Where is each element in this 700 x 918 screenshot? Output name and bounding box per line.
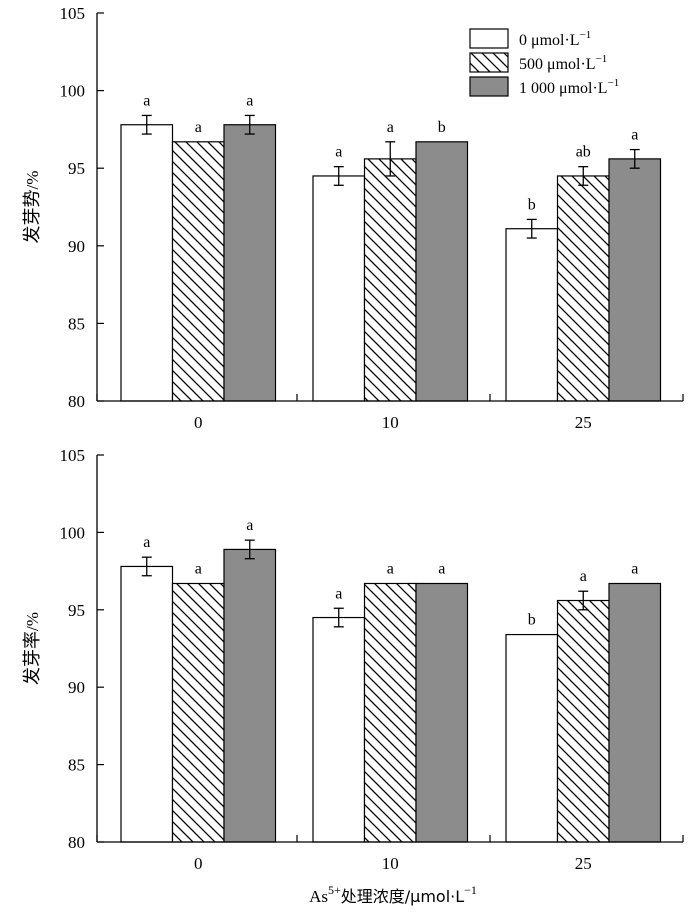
bar-white-0 (120, 565, 174, 843)
legend-entry-name: 1 000 μmol·L (519, 80, 608, 97)
y-tick-label: 85 (68, 756, 85, 775)
bar-gray-10 (415, 141, 469, 402)
y-tick-label: 80 (68, 833, 85, 852)
bar-white-10 (312, 175, 366, 402)
legend-entry-sup: −1 (608, 77, 620, 89)
legend-entry: 1 000 μmol·L−1 (519, 77, 619, 97)
legend-entry-name: 0 μmol·L (519, 32, 580, 49)
x-tick-label: 25 (575, 854, 592, 873)
y-axis-title: 发芽率/% (22, 612, 43, 685)
significance-label: a (195, 119, 202, 136)
y-tick-label: 80 (68, 392, 85, 411)
y-tick-label: 90 (68, 237, 85, 256)
bar-gray-25 (608, 582, 662, 843)
x-tick-label: 10 (382, 413, 399, 432)
y-tick-label: 90 (68, 678, 85, 697)
significance-label: a (246, 517, 253, 534)
bar-hatch-25 (556, 175, 610, 402)
bar-white-0 (120, 124, 174, 402)
y-tick-label: 105 (60, 446, 86, 465)
bar-white-25 (505, 228, 559, 402)
significance-label: a (335, 585, 342, 602)
x-tick-label: 10 (382, 854, 399, 873)
significance-label: a (195, 560, 202, 577)
y-tick-label: 105 (60, 4, 86, 23)
y-tick-label: 95 (68, 159, 85, 178)
y-axis-title-unit: /% (23, 171, 42, 190)
significance-label: a (387, 119, 394, 136)
significance-label: b (528, 612, 536, 629)
significance-label: a (143, 534, 150, 551)
legend-swatch-hatch (469, 52, 509, 73)
bar-white-10 (312, 616, 366, 843)
x-tick-label: 0 (194, 413, 203, 432)
x-tick-label: 25 (575, 413, 592, 432)
bar-gray-25 (608, 158, 662, 402)
bar-gray-10 (415, 582, 469, 843)
x-axis-title-sup2: −1 (464, 883, 477, 897)
significance-label: b (528, 196, 536, 213)
x-axis-title-prefix: As (309, 887, 328, 906)
legend-entry: 0 μmol·L−1 (519, 29, 591, 49)
x-axis-title: As5+处理浓度/μmol·L−1 (309, 883, 477, 906)
legend-swatch-gray (469, 76, 509, 97)
significance-label: a (335, 144, 342, 161)
bar-white-25 (505, 633, 559, 843)
significance-label: ab (576, 144, 591, 161)
y-axis-title-main: 发芽势 (22, 189, 43, 243)
y-axis-title: 发芽势/% (22, 171, 43, 244)
significance-label: b (438, 119, 446, 136)
legend-entry-name: 500 μmol·L (519, 56, 596, 73)
legend-entry-sup: −1 (596, 53, 608, 65)
x-tick-label: 0 (194, 854, 203, 873)
y-axis-title-unit: /% (23, 612, 42, 631)
bar-gray-0 (223, 548, 277, 843)
bar-hatch-25 (556, 599, 610, 843)
significance-label: a (631, 127, 638, 144)
y-tick-label: 95 (68, 601, 85, 620)
y-tick-label: 100 (60, 523, 86, 542)
significance-label: a (246, 92, 253, 109)
x-axis-title-sup: 5+ (328, 883, 341, 897)
bar-hatch-10 (363, 158, 417, 402)
significance-label: a (143, 92, 150, 109)
significance-label: a (580, 568, 587, 585)
bar-hatch-10 (363, 582, 417, 843)
germination-rate-panel: a a b a a a a a a 80 85 90 95 100 105 0 10 25 发芽率/% (22, 446, 684, 873)
y-tick-label: 100 (60, 82, 86, 101)
legend-swatch-white (469, 28, 509, 49)
bar-hatch-0 (171, 141, 225, 402)
significance-label: a (387, 560, 394, 577)
significance-label: a (631, 560, 638, 577)
legend-entry-sup: −1 (580, 29, 592, 41)
y-tick-label: 85 (68, 314, 85, 333)
bar-gray-0 (223, 124, 277, 402)
significance-label: a (438, 560, 445, 577)
x-axis-title-main: 处理浓度/μmol·L (341, 887, 464, 906)
bar-hatch-0 (171, 582, 225, 843)
legend-entry: 500 μmol·L−1 (519, 53, 607, 73)
y-axis-title-main: 发芽率 (22, 631, 43, 685)
